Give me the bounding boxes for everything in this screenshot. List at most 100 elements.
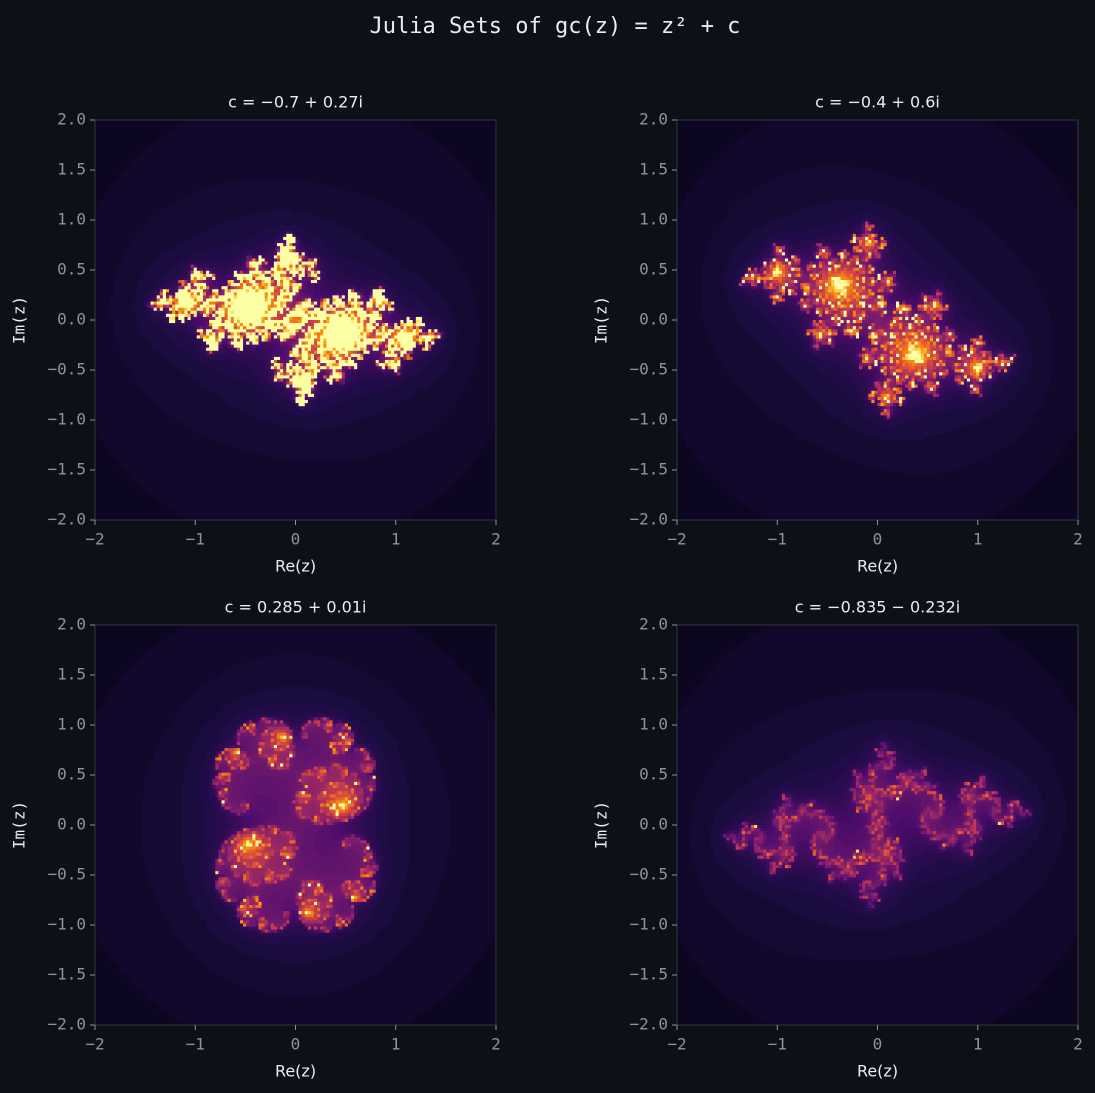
pixel-run [862,320,872,324]
pixel-run [908,280,934,284]
pixel-run [751,286,758,290]
pixel-run [855,320,860,324]
pixel-run [889,221,922,226]
pixel-run [215,329,219,333]
pixel-run [159,298,167,302]
pixel-run [877,221,891,226]
pixel-run [874,276,878,281]
pixel-run [899,301,903,306]
pixel-run [276,280,281,284]
pixel-run [119,175,472,179]
pixel-run [320,276,324,281]
pixel-run [874,295,878,299]
pixel-run [301,335,306,339]
pixel-run [855,267,860,272]
pixel-run [939,326,943,330]
pixel-run [812,344,817,349]
pixel-run [218,295,235,299]
pixel-run [973,341,977,346]
pixel-run [381,320,386,324]
pixel-run [221,292,225,296]
pixel-run [948,320,956,324]
pixel-run [812,304,817,309]
pixel-run [289,350,293,355]
pixel-run [855,323,860,327]
pixel-run [905,304,909,309]
pixel-run [973,350,977,355]
pixel-run [341,307,346,312]
pixel-run [1071,200,1079,204]
pixel-run [95,160,133,164]
pixel-run [335,307,343,312]
pixel-run [680,203,736,207]
pixel-run [939,323,943,327]
pixel-run [794,267,801,272]
pixel-run [862,276,866,281]
pixel-run [307,283,315,287]
pixel-run [858,233,863,238]
pixel-run [193,295,198,299]
pixel-run [828,310,832,315]
pixel-run [800,310,807,315]
pixel-run [295,316,299,321]
pixel-run [273,378,278,382]
pixel-run [150,218,232,222]
pixel-run [298,246,306,250]
pixel-run [199,313,204,318]
pixel-run [831,200,875,204]
pixel-run [249,412,293,416]
pixel-run [1003,350,1011,355]
pixel-run [834,286,838,290]
pixel-run [902,323,906,327]
pixel-run [828,280,832,284]
pixel-run [677,286,703,290]
pixel-run [914,307,918,312]
pixel-run [193,292,198,296]
pixel-run [1010,246,1079,250]
pixel-run [865,224,869,229]
pixel-run [95,461,121,466]
pixel-run [806,264,811,269]
pixel-run [1065,190,1079,195]
pixel-run [378,310,383,315]
pixel-run [172,298,176,302]
pixel-run [794,270,798,275]
pixel-run [929,335,934,339]
pixel-run [849,292,854,296]
pixel-run [326,304,330,309]
pixel-run [258,329,262,333]
pixel-run [202,320,207,324]
pixel-run [289,307,293,312]
pixel-run [95,270,117,275]
pixel-run [175,301,179,306]
pixel-run [781,258,786,262]
pixel-run [815,335,820,339]
pixel-run [677,326,706,330]
pixel-run [717,227,758,232]
pixel-run [255,372,269,376]
pixel-run [301,298,306,302]
pixel-run [212,316,216,321]
pixel-run [880,316,885,321]
pixel-run [957,338,962,342]
pixel-run [292,381,312,386]
pixel-run [825,329,829,333]
pixel-run [899,326,903,330]
pixel-run [341,369,346,373]
pixel-run [280,313,284,318]
pixel-run [862,344,866,349]
pixel-run [270,246,275,250]
pixel-run [806,360,832,364]
pixel-run [209,356,256,361]
pixel-run [982,350,986,355]
pixel-run [781,289,786,293]
pixel-run [908,344,912,349]
pixel-run [970,298,999,302]
pixel-run [215,295,219,299]
pixel-run [116,270,145,275]
pixel-run [905,301,912,306]
pixel-run [301,255,306,259]
pixel-run [233,280,238,284]
pixel-run [852,304,857,309]
pixel-run [310,326,315,330]
